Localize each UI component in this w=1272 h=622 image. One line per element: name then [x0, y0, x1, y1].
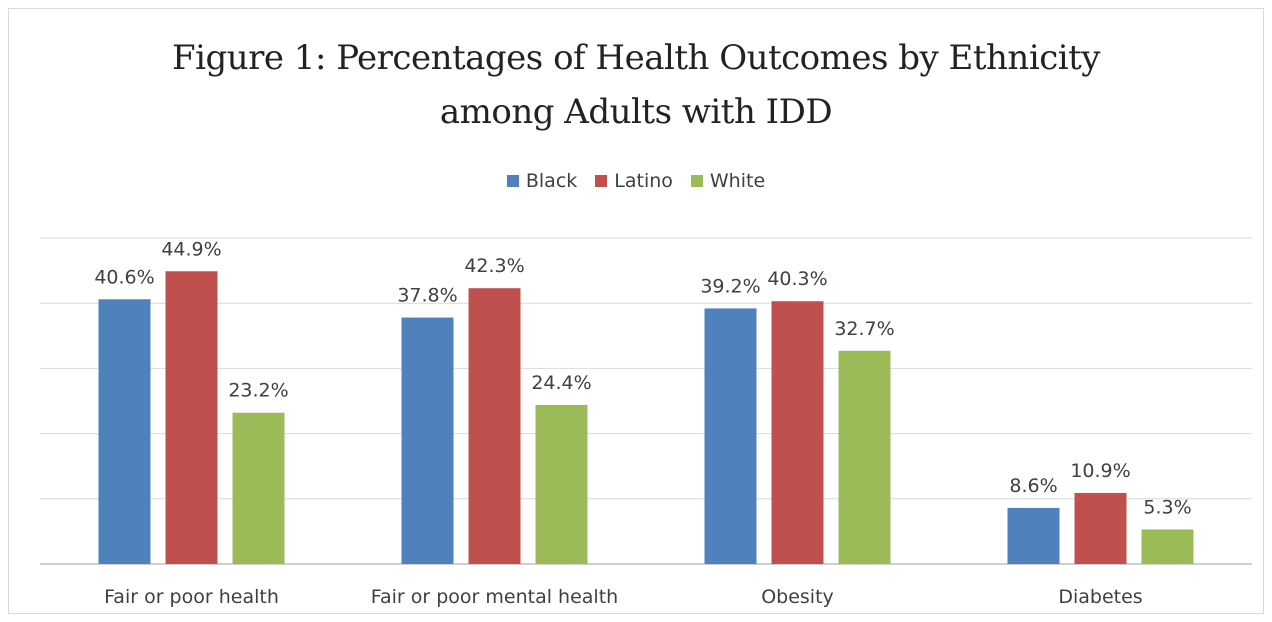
bar-black-4: [1007, 507, 1060, 564]
data-label-latino-2: 42.3%: [464, 255, 524, 277]
bar-white-4: [1141, 529, 1194, 564]
legend-swatch-latino: [595, 175, 608, 187]
legend-item-black: Black: [506, 170, 578, 192]
data-label-latino-4: 10.9%: [1070, 460, 1130, 482]
bar-latino-1: [165, 271, 218, 564]
legend-label-latino: Latino: [614, 170, 673, 192]
legend-swatch-black: [506, 175, 519, 187]
bar-black-3: [704, 308, 757, 564]
legend-item-white: White: [690, 170, 766, 192]
data-label-white-1: 23.2%: [228, 380, 288, 402]
bar-black-1: [98, 299, 151, 564]
x-tick-label: Fair or poor mental health: [371, 586, 618, 608]
data-label-white-4: 5.3%: [1143, 496, 1191, 518]
data-label-black-4: 8.6%: [1009, 475, 1057, 497]
data-label-white-2: 24.4%: [531, 372, 591, 394]
bar-black-2: [401, 317, 454, 564]
bar-latino-2: [468, 288, 521, 564]
legend-label-black: Black: [525, 170, 578, 192]
bar-latino-4: [1074, 492, 1127, 564]
bar-white-3: [838, 350, 891, 564]
bar-latino-3: [771, 301, 824, 564]
legend-swatch-white: [690, 175, 703, 187]
x-tick-label: Diabetes: [1058, 586, 1142, 608]
chart-title-line-1: Figure 1: Percentages of Health Outcomes…: [172, 38, 1101, 78]
chart-title-line-2: among Adults with IDD: [439, 92, 833, 132]
data-label-latino-3: 40.3%: [767, 268, 827, 290]
legend-label-white: White: [709, 170, 766, 192]
legend-item-latino: Latino: [595, 170, 673, 192]
data-label-black-3: 39.2%: [700, 275, 760, 297]
data-label-black-2: 37.8%: [397, 285, 457, 307]
data-label-black-1: 40.6%: [94, 266, 154, 288]
data-label-latino-1: 44.9%: [161, 238, 221, 260]
data-label-white-3: 32.7%: [834, 318, 894, 340]
bar-white-1: [232, 412, 285, 564]
chart-legend: Black Latino White: [0, 170, 1272, 192]
x-tick-label: Obesity: [761, 586, 834, 608]
x-tick-label: Fair or poor health: [104, 586, 279, 608]
bar-white-2: [535, 404, 588, 564]
